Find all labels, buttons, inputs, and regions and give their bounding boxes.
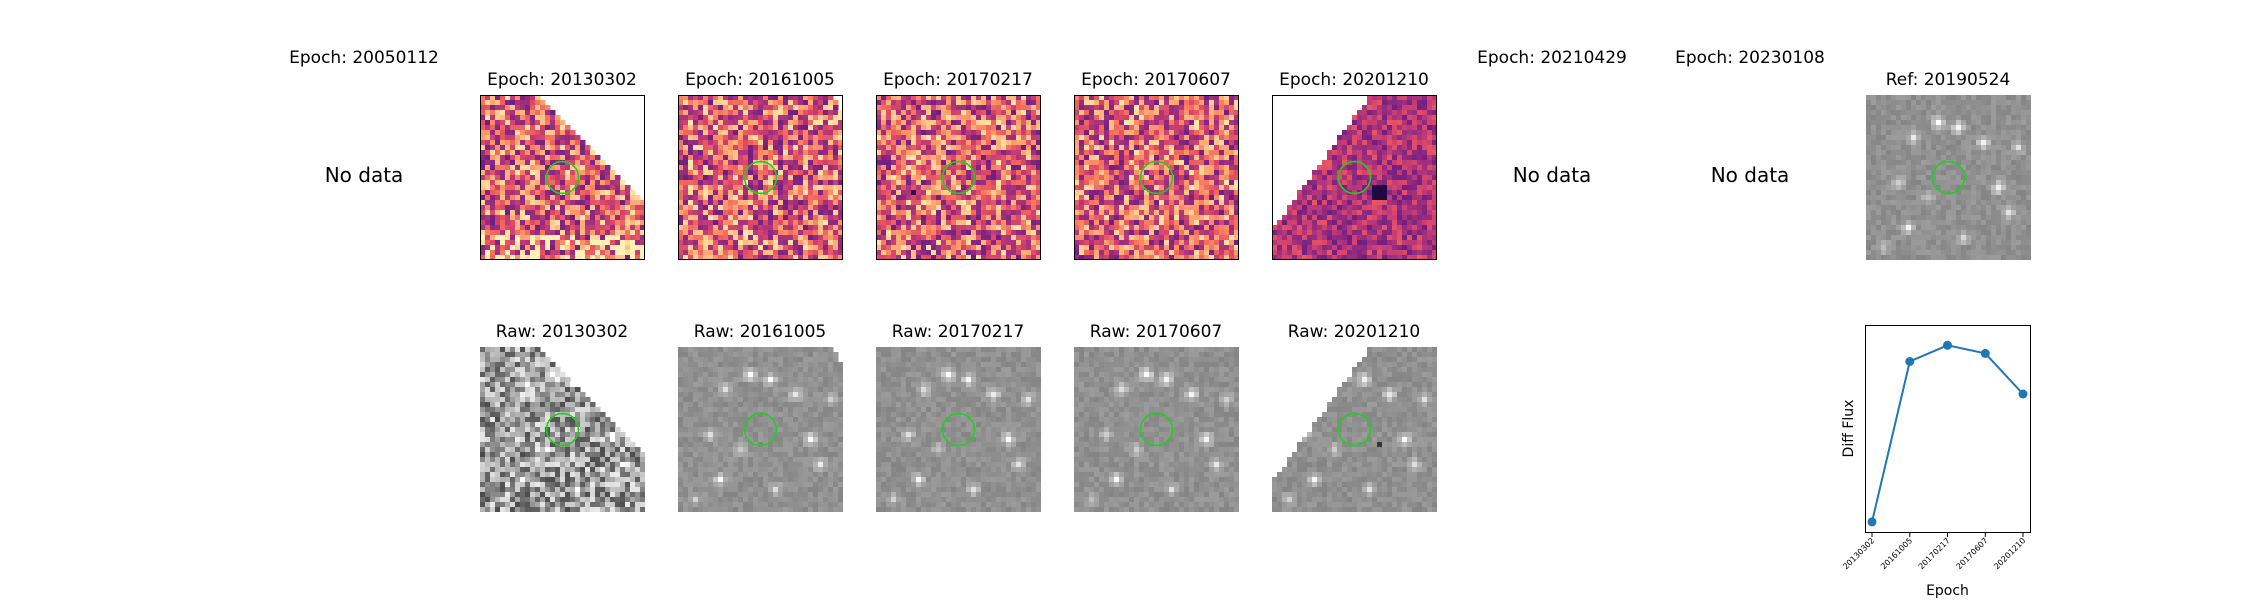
aperture-circle	[743, 412, 777, 447]
raw-title: Raw: 20161005	[693, 322, 827, 342]
raw-title: Raw: 20201210	[1287, 322, 1421, 342]
diff-image-panel	[875, 95, 1041, 260]
x-axis-label: Epoch	[1926, 583, 1969, 599]
data-point	[2018, 389, 2028, 399]
epoch-title: Epoch: 20201210	[1279, 70, 1429, 90]
data-point	[1943, 340, 1952, 350]
diff-image-panel	[1073, 95, 1239, 260]
raw-image-panel-image	[479, 347, 645, 512]
epoch-title: Epoch: 20210429	[1477, 48, 1627, 68]
data-point	[1867, 517, 1877, 527]
panel-frame	[479, 95, 645, 260]
raw-image-panel-image	[1271, 347, 1437, 512]
aperture-circle	[941, 160, 975, 195]
series-line	[1871, 344, 2024, 523]
x-tick-label: 20201210	[1992, 536, 2027, 571]
x-tick-label: 20170607	[1955, 536, 1990, 571]
aperture-circle	[545, 160, 579, 195]
raw-title: Raw: 20130302	[495, 322, 629, 342]
raw-image-panel	[677, 347, 843, 512]
ref-image-panel-image	[1865, 95, 2031, 260]
ref-title: Ref: 20190524	[1885, 70, 2011, 90]
diff-image-panel-image	[1271, 95, 1437, 260]
epoch-title: Epoch: 20130302	[487, 70, 637, 90]
aperture-circle	[743, 160, 777, 195]
raw-image-panel-image	[875, 347, 1041, 512]
y-axis-label: Diff Flux	[1841, 400, 1857, 458]
diff-image-panel	[479, 95, 645, 260]
aperture-circle	[1337, 412, 1371, 447]
raw-image-panel-image	[1073, 347, 1239, 512]
epoch-title: Epoch: 20230108	[1675, 48, 1825, 68]
aperture-circle	[1139, 160, 1173, 195]
diff-image-panel-image	[1073, 95, 1239, 260]
aperture-circle	[1931, 160, 1965, 195]
panel-frame	[875, 95, 1041, 260]
data-point	[1980, 348, 1990, 358]
ref-image-panel	[1865, 95, 2031, 260]
raw-title: Raw: 20170607	[1089, 322, 1223, 342]
epoch-title: Epoch: 20170607	[1081, 70, 1231, 90]
diff-image-panel	[1271, 95, 1437, 260]
aperture-circle	[545, 412, 579, 447]
x-tick-label: 20130302	[1841, 536, 1876, 571]
diff-image-panel-image	[875, 95, 1041, 260]
no-data-label: No data	[324, 163, 404, 187]
raw-title: Raw: 20170217	[891, 322, 1025, 342]
no-data-label: No data	[1512, 163, 1592, 187]
chart-axes-frame	[1865, 325, 2031, 533]
raw-image-panel	[875, 347, 1041, 512]
x-tick-label: 20161005	[1879, 536, 1914, 571]
diff-image-panel-image	[479, 95, 645, 260]
aperture-circle	[1139, 412, 1173, 447]
raw-image-panel-image	[677, 347, 843, 512]
epoch-title: Epoch: 20170217	[883, 70, 1033, 90]
raw-image-panel	[1073, 347, 1239, 512]
aperture-circle	[941, 412, 975, 447]
x-tick-label: 20170217	[1917, 536, 1952, 571]
data-point	[1905, 357, 1915, 366]
no-data-label: No data	[1710, 163, 1790, 187]
panel-frame	[677, 95, 843, 260]
diff-image-panel	[677, 95, 843, 260]
aperture-circle	[1337, 160, 1371, 195]
panel-frame	[1271, 95, 1437, 260]
epoch-title: Epoch: 20161005	[685, 70, 835, 90]
raw-image-panel	[479, 347, 645, 512]
diff-image-panel-image	[677, 95, 843, 260]
panel-frame	[1073, 95, 1239, 260]
epoch-title: Epoch: 20050112	[289, 48, 439, 68]
raw-image-panel	[1271, 347, 1437, 512]
